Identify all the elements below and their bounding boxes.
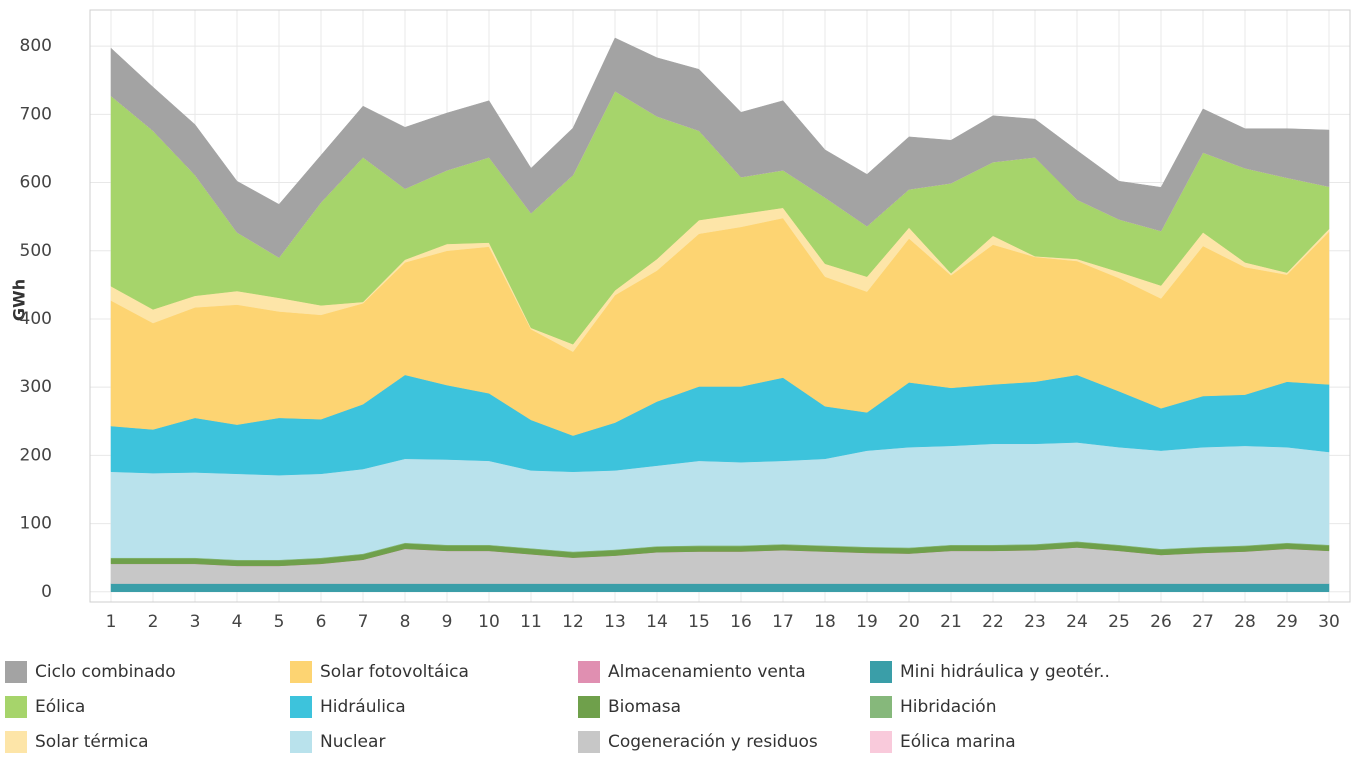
x-tick-label: 3 [190,612,201,632]
x-tick-label: 12 [562,612,584,632]
legend-label: Biomasa [608,697,681,717]
x-tick-label: 2 [148,612,159,632]
legend-label: Eólica [35,697,85,717]
x-tick-label: 21 [940,612,962,632]
y-tick-label: 500 [20,241,52,261]
legend-swatch [578,731,600,753]
x-tick-label: 26 [1150,612,1172,632]
x-tick-label: 30 [1318,612,1340,632]
legend-swatch [870,696,892,718]
legend-swatch [5,661,27,683]
y-tick-label: 800 [20,36,52,56]
y-axis-label: GWh [10,279,29,321]
legend-swatch [578,661,600,683]
legend-swatch [5,696,27,718]
x-tick-label: 1 [106,612,117,632]
legend-label: Mini hidráulica y geotér.. [900,662,1110,682]
x-tick-label: 23 [1024,612,1046,632]
x-tick-label: 20 [898,612,920,632]
legend-label: Nuclear [320,732,385,752]
x-tick-label: 7 [358,612,369,632]
plot-border [89,9,1351,603]
legend-swatch [578,696,600,718]
legend-label: Almacenamiento venta [608,662,806,682]
x-tick-label: 24 [1066,612,1088,632]
x-tick-label: 4 [232,612,243,632]
x-tick-label: 29 [1276,612,1298,632]
y-tick-label: 200 [20,445,52,465]
y-tick-label: 600 [20,173,52,193]
area [110,583,1330,593]
y-tick-label: 0 [41,582,52,602]
x-tick-label: 25 [1108,612,1130,632]
x-tick-label: 16 [730,612,752,632]
legend-label: Ciclo combinado [35,662,176,682]
legend-swatch [870,661,892,683]
x-tick-label: 22 [982,612,1004,632]
x-tick-label: 13 [604,612,626,632]
x-tick-label: 10 [478,612,500,632]
y-tick-label: 300 [20,377,52,397]
x-tick-label: 15 [688,612,710,632]
y-tick-label: 700 [20,104,52,124]
x-tick-label: 28 [1234,612,1256,632]
legend-label: Hidráulica [320,697,406,717]
legend-swatch [290,661,312,683]
x-tick-label: 6 [316,612,327,632]
legend-swatch [290,696,312,718]
legend-swatch [290,731,312,753]
y-tick-label: 100 [20,514,52,534]
y-tick-label: 400 [20,309,52,329]
legend-swatch [5,731,27,753]
legend-label: Eólica marina [900,732,1016,752]
x-tick-label: 11 [520,612,542,632]
legend-label: Solar fotovoltáica [320,662,469,682]
legend-label: Solar térmica [35,732,149,752]
x-tick-label: 5 [274,612,285,632]
legend-label: Hibridación [900,697,996,717]
legend-label: Cogeneración y residuos [608,732,818,752]
legend-swatch [870,731,892,753]
x-tick-label: 17 [772,612,794,632]
x-tick-label: 9 [442,612,453,632]
area [110,37,1330,258]
x-tick-label: 18 [814,612,836,632]
x-tick-label: 19 [856,612,878,632]
x-tick-label: 27 [1192,612,1214,632]
x-tick-label: 8 [400,612,411,632]
x-tick-label: 14 [646,612,668,632]
